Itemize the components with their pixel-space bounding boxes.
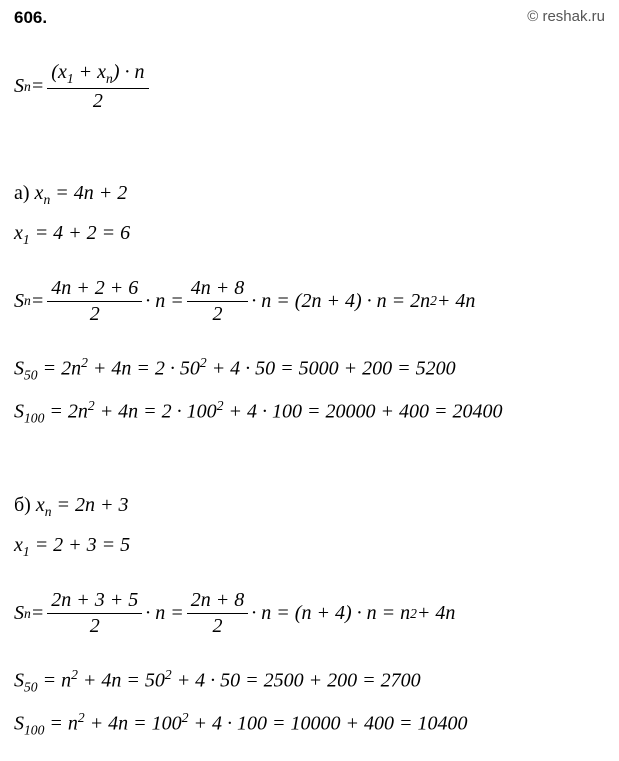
s50-b: + 4n = 2 · 50 [88, 358, 200, 380]
s50-sub-b: 50 [24, 680, 38, 695]
s50-b-b: + 4n = 50 [78, 670, 165, 692]
sn-tail-b-b: + 4n [417, 602, 456, 625]
xn-rest-b: = 2n + 3 [52, 494, 129, 516]
sn-frac2-den: 2 [187, 302, 249, 327]
sn-eq-b: = [31, 602, 45, 625]
s100-b-b: + 4n = 100 [85, 713, 182, 735]
part-b-sn: Sn = 2n + 3 + 5 2 · n = 2n + 8 2 · n = (… [14, 588, 455, 639]
xn-rest: = 4n + 2 [50, 182, 127, 204]
plus: + [74, 61, 98, 83]
x1-x: x [14, 222, 23, 244]
sn-frac1-den: 2 [47, 302, 142, 327]
sub-1: 1 [67, 71, 74, 86]
sup2-9: 2 [78, 710, 85, 725]
page-header: 606. © reshak.ru [14, 8, 605, 28]
main-formula: Sn = (x1 + xn) · n 2 [14, 60, 152, 114]
xn-sub-b: n [45, 504, 52, 519]
sup2-6: 2 [410, 606, 417, 622]
s100-sub-b: 100 [24, 723, 44, 738]
s100-S: S [14, 400, 24, 422]
part-b-s100: S100 = n2 + 4n = 1002 + 4 · 100 = 10000 … [14, 710, 605, 739]
s100-a: = 2n [44, 400, 88, 422]
part-b-x1: x1 = 2 + 3 = 5 [14, 534, 605, 560]
part-a-x1: x1 = 4 + 2 = 6 [14, 222, 605, 248]
s100-S-b: S [14, 713, 24, 735]
sn-frac1-num-b: 2n + 3 + 5 [47, 588, 142, 614]
sub-n2: n [106, 71, 113, 86]
sn-frac1-num: 4n + 2 + 6 [47, 276, 142, 302]
label-a: a) [14, 182, 35, 204]
s50-S: S [14, 358, 24, 380]
s50-S-b: S [14, 670, 24, 692]
dot: · [120, 61, 135, 83]
sup2-7: 2 [71, 667, 78, 682]
sym-xn: x [97, 61, 106, 83]
s50-a: = 2n [38, 358, 82, 380]
s100-sub: 100 [24, 410, 44, 425]
sn-frac2-num-b: 2n + 8 [187, 588, 249, 614]
part-b-s50: S50 = n2 + 4n = 502 + 4 · 50 = 2500 + 20… [14, 667, 605, 696]
sn-mid-b: · n = [145, 602, 184, 625]
sym-n: n [135, 61, 145, 83]
sn-frac2-num: 4n + 8 [187, 276, 249, 302]
sn-sub: n [24, 293, 31, 309]
x1-rest: = 4 + 2 = 6 [30, 222, 131, 244]
sup2-1: 2 [430, 293, 437, 309]
sn-frac1-b: 2n + 3 + 5 2 [47, 588, 142, 639]
s100-c-b: + 4 · 100 = 10000 + 400 = 10400 [188, 713, 467, 735]
sn-S-b: S [14, 602, 24, 625]
sup2-8: 2 [165, 667, 172, 682]
copyright-text: © reshak.ru [527, 8, 605, 25]
sn-frac1-den-b: 2 [47, 614, 142, 639]
paren-close: ) [113, 61, 120, 83]
sn-tail-b: + 4n [437, 290, 476, 313]
eq-sign: = [31, 75, 45, 98]
sn-frac2: 4n + 8 2 [187, 276, 249, 327]
part-a-s100: S100 = 2n2 + 4n = 2 · 1002 + 4 · 100 = 2… [14, 398, 605, 427]
s50-sub: 50 [24, 368, 38, 383]
s100-a-b: = n [44, 713, 78, 735]
sup2-4: 2 [88, 398, 95, 413]
s50-a-b: = n [38, 670, 72, 692]
sn-S: S [14, 290, 24, 313]
sn-sub-b: n [24, 606, 31, 622]
part-a-s50: S50 = 2n2 + 4n = 2 · 502 + 4 · 50 = 5000… [14, 355, 605, 384]
x1-sub-b: 1 [23, 544, 30, 559]
sn-frac2-den-b: 2 [187, 614, 249, 639]
sup2-3: 2 [200, 355, 207, 370]
sn-eq: = [31, 290, 45, 313]
sym-S: S [14, 75, 24, 98]
part-a-xn: a) xn = 4n + 2 [14, 182, 605, 208]
x1-sub: 1 [23, 232, 30, 247]
x1-x-b: x [14, 534, 23, 556]
sn-tail-a: · n = (2n + 4) · n = 2n [251, 290, 430, 313]
s50-c: + 4 · 50 = 5000 + 200 = 5200 [207, 358, 456, 380]
sym-x1: x [58, 61, 67, 83]
s100-b: + 4n = 2 · 100 [95, 400, 217, 422]
sn-frac1: 4n + 2 + 6 2 [47, 276, 142, 327]
paren-open: ( [51, 61, 58, 83]
part-b-xn: б) xn = 2n + 3 [14, 494, 605, 520]
main-fraction: (x1 + xn) · n 2 [47, 60, 148, 114]
sn-tail-a-b: · n = (n + 4) · n = n [251, 602, 410, 625]
sub-n: n [24, 79, 31, 95]
sn-mid: · n = [145, 290, 184, 313]
sn-frac2-b: 2n + 8 2 [187, 588, 249, 639]
s100-c: + 4 · 100 = 20000 + 400 = 20400 [223, 400, 502, 422]
problem-number: 606. [14, 8, 47, 28]
s50-c-b: + 4 · 50 = 2500 + 200 = 2700 [172, 670, 421, 692]
sup2-2: 2 [81, 355, 88, 370]
x1-rest-b: = 2 + 3 = 5 [30, 534, 131, 556]
den-2: 2 [47, 89, 148, 114]
xn-x-b: x [36, 494, 45, 516]
part-a-sn: Sn = 4n + 2 + 6 2 · n = 4n + 8 2 · n = (… [14, 276, 475, 327]
label-b: б) [14, 494, 36, 516]
